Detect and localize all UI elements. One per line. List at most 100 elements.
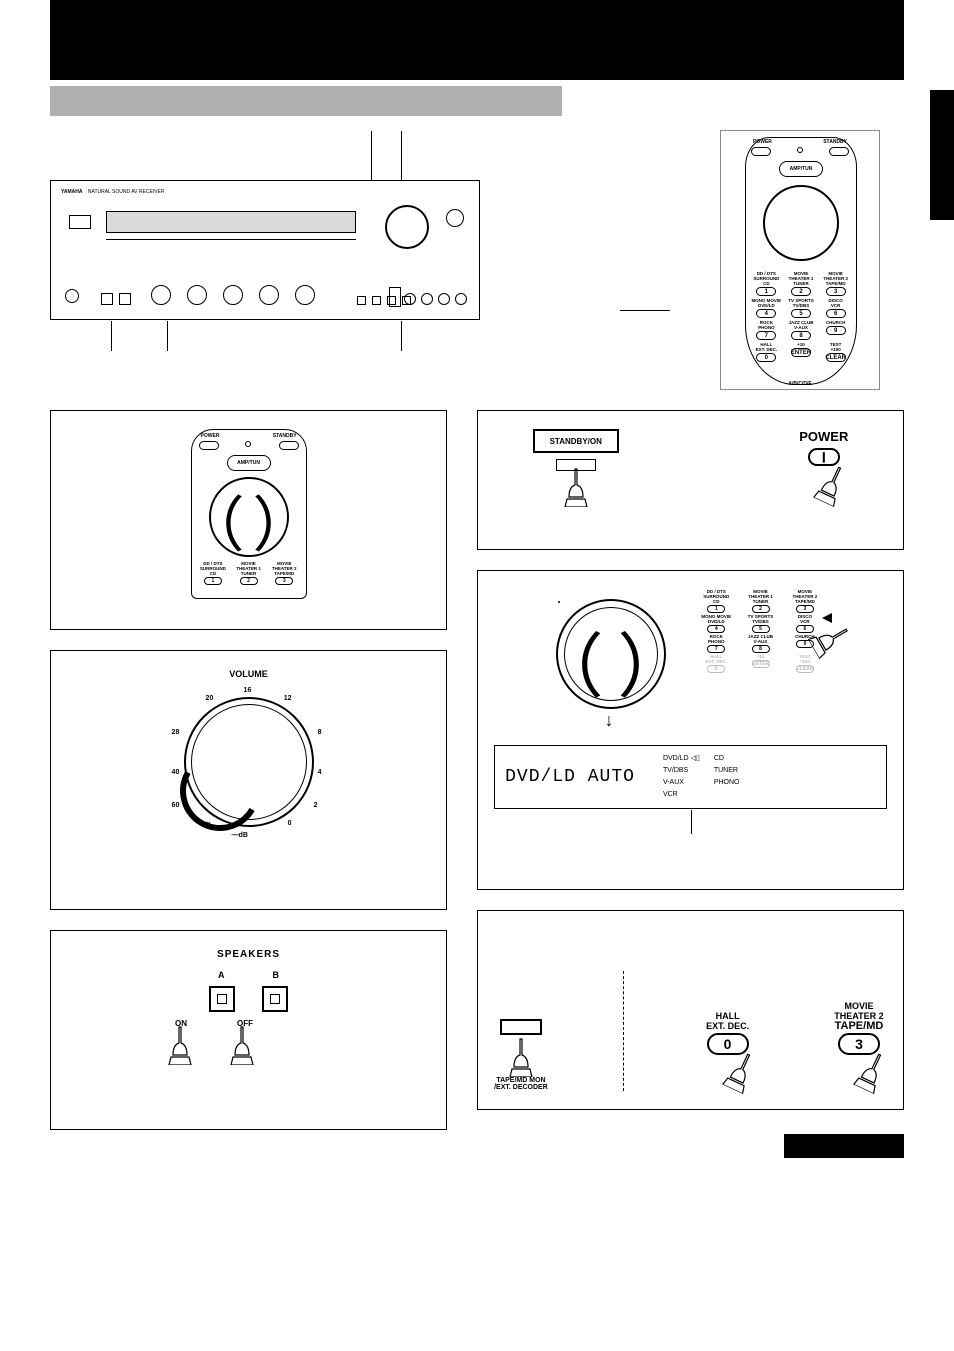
remote-key[interactable]: JAZZ CLUBV-AUX8 [786, 320, 817, 340]
dashed-divider [623, 971, 624, 1091]
finger-press-icon [227, 1025, 257, 1065]
remote-key[interactable]: MONO MOVIEDVD/LD4 [696, 614, 737, 633]
callout-line [111, 321, 112, 351]
power-button[interactable] [199, 441, 219, 450]
mode-buttons [357, 296, 411, 305]
receiver-buttons-row [106, 239, 356, 249]
side-tab [930, 90, 954, 220]
remote-key[interactable]: DD / DTS SURROUNDCD1 [696, 589, 737, 613]
remote-source-grid: DD / DTS SURROUNDCD1MOVIE THEATER 1TUNER… [696, 589, 826, 673]
speaker-a-button[interactable] [101, 293, 113, 305]
finger-press-icon [810, 460, 854, 509]
speaker-b-button[interactable] [119, 293, 131, 305]
page-number-bar [784, 1134, 904, 1158]
remote-key[interactable]: JAZZ CLUBV-AUX8 [740, 634, 781, 653]
rotate-right-icon: ） [253, 477, 313, 564]
input-selector-knob[interactable] [385, 205, 429, 249]
rotate-right-icon: ） [618, 611, 688, 712]
remote-key[interactable]: CHURCH9 [820, 320, 851, 340]
knob[interactable] [187, 285, 207, 305]
remote-key[interactable]: MOVIE THEATER 1TUNER2 [232, 561, 265, 585]
volume-label: VOLUME [67, 669, 430, 679]
jack[interactable] [421, 293, 433, 305]
remote-key[interactable]: MOVIE THEATER 2TAPE/MD3 [784, 589, 825, 613]
tape-md-remote-group: MOVIETHEATER 2TAPE/MD 3 [831, 1001, 887, 1091]
remote-row1: DD / DTS SURROUNDCD1MOVIE THEATER 1TUNER… [197, 561, 301, 585]
arrow-icon [822, 613, 832, 623]
remote-key[interactable]: DD / DTS SURROUNDCD1 [751, 271, 782, 296]
remote-key[interactable]: HALLEXT. DEC.0 [751, 342, 782, 362]
speaker-b-button[interactable] [262, 986, 288, 1012]
remote-key[interactable]: +10ENTER [786, 342, 817, 362]
volume-knob-small[interactable] [446, 209, 464, 227]
step-box-volume: VOLUME 16 20 12 28 8 4 40 2 60 0 —dB ∞ [50, 650, 447, 910]
brand-label: YAMAHA [61, 189, 82, 195]
mode-button[interactable] [372, 296, 381, 305]
step-box-remote-mode: POWER STANDBY AMP/TUN （ ） DD / DTS SURRO… [50, 410, 447, 630]
remote-key[interactable]: MOVIE THEATER 1TUNER2 [740, 589, 781, 613]
receiver-subtext: NATURAL SOUND AV RECEIVER [88, 189, 165, 195]
cursor-pad[interactable] [763, 185, 839, 261]
speakers-ab [101, 293, 131, 305]
standby-button[interactable] [829, 147, 849, 156]
remote-key[interactable]: DISCOVCR6 [820, 298, 851, 318]
jack[interactable] [438, 293, 450, 305]
jack[interactable] [455, 293, 467, 305]
knob[interactable] [259, 285, 279, 305]
led-icon [245, 441, 251, 447]
video-button[interactable] [389, 287, 401, 307]
step-box-select-source: TAPE/MD MON /EXT. DECODER HALLEXT. DEC. … [477, 910, 904, 1110]
remote-key[interactable]: DD / DTS SURROUNDCD1 [197, 561, 230, 585]
remote-key[interactable]: +10ENTER [740, 654, 781, 673]
power-label: POWER [201, 433, 220, 439]
rotate-left-icon: （ [534, 611, 604, 712]
amp-tun-button[interactable]: AMP/TUN [779, 161, 823, 177]
remote-key[interactable]: TEST+100CLEAR [820, 342, 851, 362]
remote-key[interactable]: MOVIE THEATER 1TUNER2 [786, 271, 817, 296]
callout-line [620, 310, 670, 311]
receiver-display [106, 211, 356, 233]
standby-on-button[interactable] [65, 289, 79, 303]
receiver-front-panel: YAMAHA NATURAL SOUND AV RECEIVER [50, 180, 480, 320]
power-label: POWER [799, 429, 848, 444]
callout-line [401, 131, 402, 181]
remote-key[interactable]: ROCKPHONO7 [696, 634, 737, 653]
finger-press-icon [165, 1025, 195, 1065]
amp-tun-button[interactable]: AMP/TUN [227, 455, 271, 471]
led-icon [797, 147, 803, 153]
callout-line [401, 321, 402, 351]
knob[interactable] [295, 285, 315, 305]
remote-key[interactable]: ROCKPHONO7 [751, 320, 782, 340]
jack[interactable] [404, 293, 416, 305]
ext-dec-button-group: HALLEXT. DEC. 0 [700, 1011, 756, 1091]
section-subbar [50, 86, 562, 116]
knob[interactable] [151, 285, 171, 305]
volume-dial[interactable]: 16 20 12 28 8 4 40 2 60 0 —dB ∞ [184, 697, 314, 827]
lcd-text: DVD/LD AUTO [505, 767, 635, 787]
lcd-display: DVD/LD AUTO DVD/LD ◁▯CD TV/DBSTUNER V-AU… [494, 745, 887, 809]
speaker-a-button[interactable] [209, 986, 235, 1012]
receiver-slot [69, 215, 91, 229]
knob[interactable] [223, 285, 243, 305]
callout-line [691, 810, 692, 834]
tape-md-button[interactable] [500, 1019, 542, 1035]
standby-on-button[interactable]: STANDBY/ON [533, 429, 619, 453]
standby-label: STANDBY [273, 433, 297, 439]
title-banner [50, 0, 904, 80]
remote-key[interactable]: MONO MOVIEDVD/LD4 [751, 298, 782, 318]
finger-press-icon [561, 467, 591, 507]
tape-md-label: TAPE/MD MON /EXT. DECODER [494, 1077, 548, 1091]
remote-key[interactable]: MOVIE THEATER 2TAPE/MD3 [268, 561, 301, 585]
speaker-b-label: B [273, 970, 280, 980]
mode-button[interactable] [357, 296, 366, 305]
remote-key[interactable]: TV SPORTSTV/DBS5 [740, 614, 781, 633]
remote-key[interactable]: HALLEXT. DEC.0 [696, 654, 737, 673]
power-button[interactable] [751, 147, 771, 156]
standby-button[interactable] [279, 441, 299, 450]
callout-line [167, 321, 168, 351]
finger-press-icon [506, 1037, 536, 1077]
remote-key[interactable]: TV SPORTSTV/DBS5 [786, 298, 817, 318]
callout-line [371, 131, 372, 181]
remote-key[interactable]: MOVIE THEATER 2TAPE/MD3 [820, 271, 851, 296]
rotate-left-icon: （ [185, 477, 245, 564]
